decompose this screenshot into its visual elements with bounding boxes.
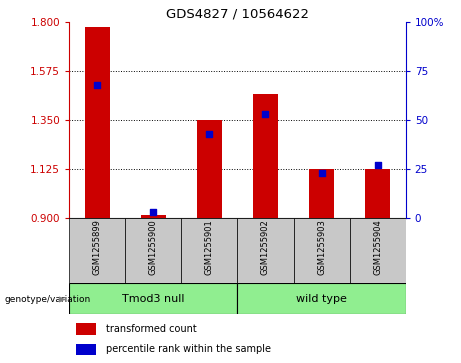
- Title: GDS4827 / 10564622: GDS4827 / 10564622: [166, 8, 309, 21]
- Point: [149, 209, 157, 215]
- Text: wild type: wild type: [296, 294, 347, 303]
- Text: Tmod3 null: Tmod3 null: [122, 294, 184, 303]
- Bar: [309, 169, 334, 218]
- Bar: [253, 94, 278, 218]
- Bar: [237, 283, 406, 314]
- Point: [94, 82, 101, 87]
- Bar: [84, 27, 110, 218]
- Bar: [125, 218, 181, 283]
- Text: GSM1255902: GSM1255902: [261, 219, 270, 275]
- Text: GSM1255900: GSM1255900: [149, 219, 158, 275]
- Bar: [76, 343, 96, 355]
- Text: percentile rank within the sample: percentile rank within the sample: [106, 344, 271, 354]
- Bar: [349, 218, 406, 283]
- Bar: [76, 323, 96, 335]
- Bar: [141, 215, 166, 218]
- Text: genotype/variation: genotype/variation: [5, 295, 91, 304]
- Text: GSM1255899: GSM1255899: [93, 219, 102, 275]
- Text: transformed count: transformed count: [106, 324, 197, 334]
- Bar: [197, 120, 222, 218]
- Text: GSM1255903: GSM1255903: [317, 219, 326, 275]
- Point: [318, 170, 325, 176]
- Bar: [237, 218, 294, 283]
- Bar: [69, 283, 237, 314]
- Point: [262, 111, 269, 117]
- Bar: [69, 218, 125, 283]
- Point: [206, 131, 213, 136]
- Bar: [294, 218, 349, 283]
- Point: [374, 162, 381, 168]
- Bar: [181, 218, 237, 283]
- Text: GSM1255901: GSM1255901: [205, 219, 214, 275]
- Bar: [365, 169, 390, 218]
- Text: GSM1255904: GSM1255904: [373, 219, 382, 275]
